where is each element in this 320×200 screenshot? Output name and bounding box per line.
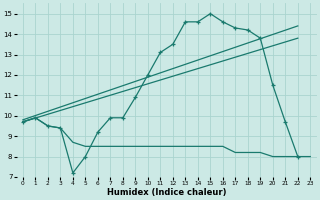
X-axis label: Humidex (Indice chaleur): Humidex (Indice chaleur): [107, 188, 226, 197]
